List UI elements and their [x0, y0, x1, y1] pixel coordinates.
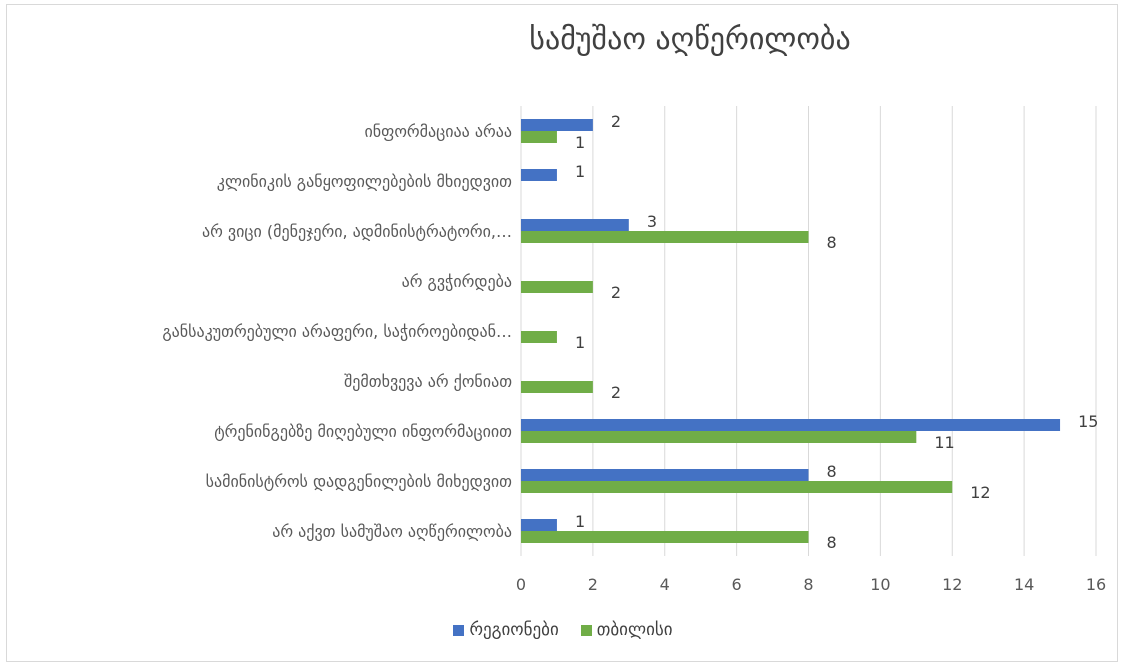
- x-tick-label: 0: [516, 575, 526, 594]
- legend-label-regions: რეგიონები: [469, 620, 559, 640]
- category-label: სამინისტროს დადგენილების მიხედვით: [206, 472, 513, 491]
- bar-tbilisi: [521, 331, 557, 343]
- category-label: ტრენინგებზე მიღებული ინფორმაციით: [214, 422, 512, 441]
- data-label: 8: [827, 533, 837, 552]
- bar-regions: [521, 419, 1061, 431]
- data-label: 8: [827, 462, 837, 481]
- data-label: 2: [611, 383, 621, 402]
- x-tick-label: 6: [732, 575, 742, 594]
- data-label: 8: [827, 233, 837, 252]
- bar-regions: [521, 119, 593, 131]
- category-label: არ გვჭირდება: [402, 272, 512, 291]
- x-tick-label: 14: [1014, 575, 1034, 594]
- legend-item-tbilisi: თბილისი: [580, 620, 673, 640]
- legend-swatch-tbilisi: [580, 624, 592, 636]
- category-label: შემთხვევა არ ქონიათ: [344, 372, 512, 391]
- x-tick-label: 2: [588, 575, 598, 594]
- category-label: ინფორმაციაა არაა: [364, 122, 512, 141]
- data-label: 3: [647, 212, 657, 231]
- category-label: არ აქვთ სამუშაო აღწერილობა: [272, 522, 512, 541]
- bar-tbilisi: [521, 231, 809, 243]
- category-label: კლინიკის განყოფილებების მხიედვით: [217, 172, 512, 191]
- data-label: 1: [575, 512, 585, 531]
- x-tick-label: 8: [803, 575, 813, 594]
- legend-label-tbilisi: თბილისი: [596, 620, 673, 640]
- data-label: 2: [611, 283, 621, 302]
- x-tick-label: 16: [1086, 575, 1106, 594]
- legend: რეგიონები თბილისი: [0, 620, 1126, 640]
- legend-item-regions: რეგიონები: [453, 620, 559, 640]
- bar-regions: [521, 219, 629, 231]
- x-tick-label: 12: [942, 575, 962, 594]
- category-label: განსაკუთრებული არაფერი, საჭიროებიდან…: [162, 322, 512, 341]
- data-label: 2: [611, 112, 621, 131]
- category-label: არ ვიცი (მენეჯერი, ადმინისტრატორი,…: [202, 222, 512, 241]
- bar-tbilisi: [521, 281, 593, 293]
- data-label: 1: [575, 333, 585, 352]
- chart-title: სამუშაო აღწერილობა: [529, 22, 851, 57]
- bar-regions: [521, 169, 557, 181]
- bar-regions: [521, 469, 809, 481]
- data-label: 1: [575, 133, 585, 152]
- bar-tbilisi: [521, 381, 593, 393]
- data-label: 15: [1078, 412, 1098, 431]
- legend-swatch-regions: [453, 624, 465, 636]
- data-label: 12: [970, 483, 990, 502]
- bar-tbilisi: [521, 481, 953, 493]
- x-tick-label: 4: [660, 575, 670, 594]
- chart-frame: [6, 4, 1118, 662]
- bar-tbilisi: [521, 531, 809, 543]
- bar-regions: [521, 519, 557, 531]
- bar-tbilisi: [521, 131, 557, 143]
- data-label: 1: [575, 162, 585, 181]
- data-label: 11: [934, 433, 954, 452]
- bar-tbilisi: [521, 431, 917, 443]
- x-tick-label: 10: [870, 575, 890, 594]
